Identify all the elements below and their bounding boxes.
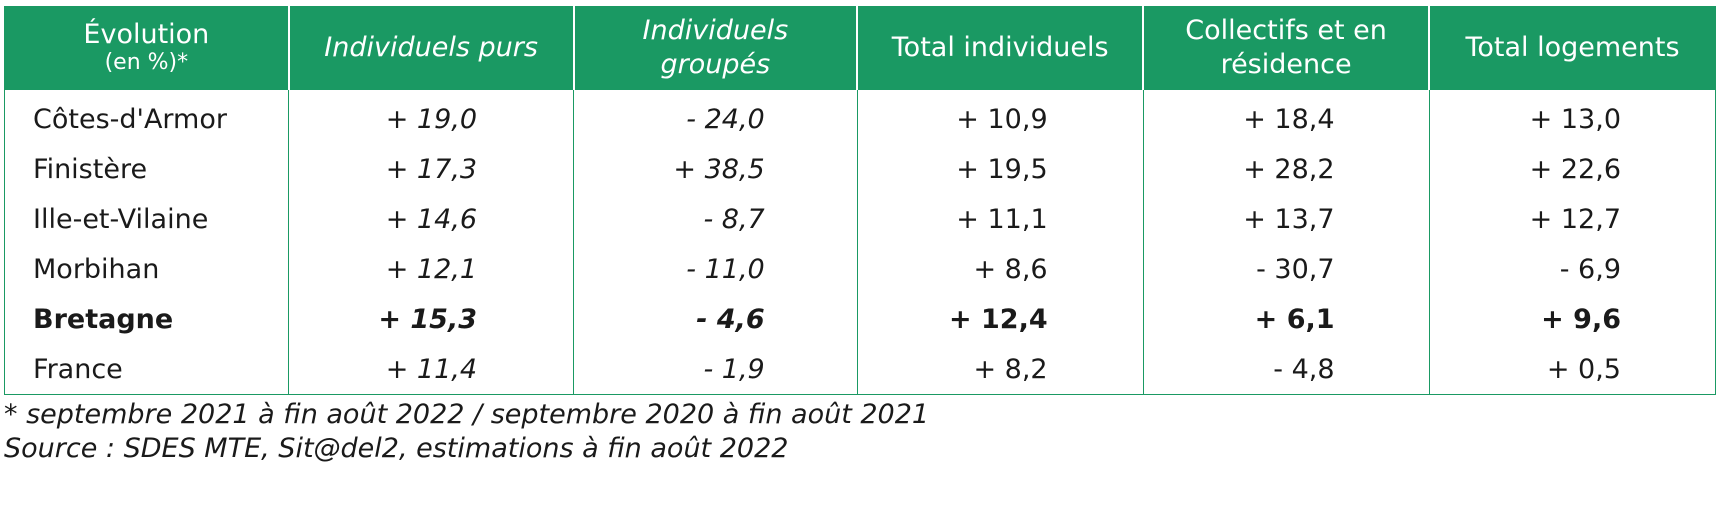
cell-total-logements: + 12,7 [1428, 194, 1715, 244]
header-individuels-purs: Individuels purs [287, 6, 574, 90]
table-row: Finistère + 17,3 + 38,5 + 19,5 + 28,2 + … [5, 144, 1715, 194]
row-label: France [33, 353, 123, 385]
cell-individuels-purs: + 12,1 [288, 244, 574, 294]
evolution-table: Évolution (en %)* Individuels purs Indiv… [5, 6, 1715, 394]
header-collectifs-residence: Collectifs et en résidence [1142, 6, 1430, 90]
cell-individuels-purs: + 15,3 [288, 294, 574, 344]
cell-individuels-purs: + 14,6 [288, 194, 574, 244]
cell-individuels-purs: + 11,4 [288, 344, 574, 394]
table-row: Morbihan + 12,1 - 11,0 + 8,6 - 30,7 - 6,… [5, 244, 1715, 294]
source-note: Source : SDES MTE, Sit@del2, estimations… [4, 433, 789, 464]
cell-collectifs: + 13,7 [1142, 194, 1430, 244]
header-collectifs-line2: résidence [1220, 49, 1352, 80]
cell-collectifs: - 4,8 [1142, 344, 1430, 394]
header-individuels-groupes: Individuels groupés [572, 6, 858, 90]
cell-individuels-groupes: - 24,0 [573, 90, 858, 144]
table-row: Côtes-d'Armor + 19,0 - 24,0 + 10,9 + 18,… [5, 90, 1715, 144]
table-row-total-bretagne: Bretagne + 15,3 - 4,6 + 12,4 + 6,1 + 9,6 [5, 294, 1715, 344]
row-label: Finistère [33, 153, 148, 185]
table-row: Ille-et-Vilaine + 14,6 - 8,7 + 11,1 + 13… [5, 194, 1715, 244]
table-row: France + 11,4 - 1,9 + 8,2 - 4,8 + 0,5 [5, 344, 1715, 394]
cell-individuels-groupes: - 1,9 [573, 344, 858, 394]
cell-individuels-groupes: - 4,6 [573, 294, 858, 344]
cell-total-logements: - 6,9 [1428, 244, 1715, 294]
cell-total-logements: + 9,6 [1428, 294, 1715, 344]
row-label: Ille-et-Vilaine [33, 203, 209, 235]
cell-total-individuels: + 10,9 [856, 90, 1144, 144]
cell-individuels-groupes: - 8,7 [573, 194, 858, 244]
header-individuels-groupes-line1: Individuels [642, 15, 789, 46]
header-total-logements: Total logements [1428, 6, 1715, 90]
cell-collectifs: - 30,7 [1142, 244, 1430, 294]
cell-collectifs: + 6,1 [1142, 294, 1430, 344]
row-label: Bretagne [33, 303, 174, 335]
cell-individuels-groupes: + 38,5 [573, 144, 858, 194]
cell-collectifs: + 28,2 [1142, 144, 1430, 194]
header-total-individuels: Total individuels [856, 6, 1144, 90]
period-footnote: * septembre 2021 à fin août 2022 / septe… [4, 399, 930, 430]
header-evolution-title: Évolution [83, 19, 210, 50]
header-evolution: Évolution (en %)* [5, 6, 289, 90]
header-evolution-unit: (en %)* [104, 50, 189, 75]
cell-total-individuels: + 19,5 [856, 144, 1144, 194]
cell-individuels-groupes: - 11,0 [573, 244, 858, 294]
cell-total-logements: + 22,6 [1428, 144, 1715, 194]
cell-total-individuels: + 12,4 [856, 294, 1144, 344]
table-header-row: Évolution (en %)* Individuels purs Indiv… [5, 6, 1715, 90]
row-label: Morbihan [33, 253, 160, 285]
table-notes: * septembre 2021 à fin août 2022 / septe… [4, 398, 929, 466]
cell-individuels-purs: + 19,0 [288, 90, 574, 144]
header-individuels-groupes-line2: groupés [660, 49, 771, 80]
cell-individuels-purs: + 17,3 [288, 144, 574, 194]
cell-total-individuels: + 11,1 [856, 194, 1144, 244]
row-label: Côtes-d'Armor [33, 103, 227, 135]
evolution-table-container: Évolution (en %)* Individuels purs Indiv… [4, 6, 1716, 395]
cell-total-logements: + 0,5 [1428, 344, 1715, 394]
header-collectifs-line1: Collectifs et en [1185, 15, 1387, 46]
cell-collectifs: + 18,4 [1142, 90, 1430, 144]
cell-total-logements: + 13,0 [1428, 90, 1715, 144]
cell-total-individuels: + 8,6 [856, 244, 1144, 294]
cell-total-individuels: + 8,2 [856, 344, 1144, 394]
